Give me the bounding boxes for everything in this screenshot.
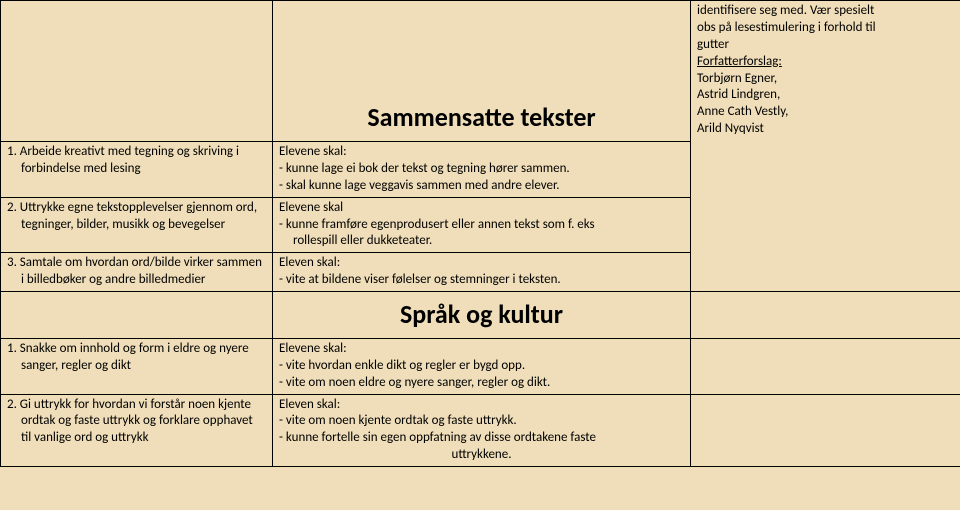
left-cell: 3. Samtale om hvordan ord/bilde virker s…: [1, 253, 273, 292]
criteria-item: - skal kunne lage veggavis sammen med an…: [279, 178, 684, 195]
mid-cell: Elevene skal: - vite hvordan enkle dikt …: [273, 338, 691, 394]
author: Anne Cath Vestly,: [697, 104, 954, 121]
mid-cell: Elevene skal - kunne framføre egenprodus…: [273, 197, 691, 253]
goal-text: i billedbøker og andre billedmedier: [7, 272, 266, 289]
criteria-item: - vite om noen eldre og nyere sanger, re…: [279, 375, 684, 392]
goal-text: til vanlige ord og uttrykk: [7, 430, 266, 447]
criteria-item: - vite at bildene viser følelser og stem…: [279, 272, 684, 289]
notes-line: obs på lesestimulering i forhold til: [697, 20, 954, 37]
criteria-item: - vite om noen kjente ordtak og faste ut…: [279, 413, 684, 430]
criteria-item: - kunne lage ei bok der tekst og tegning…: [279, 161, 684, 178]
goal-text: tegninger, bilder, musikk og bevegelser: [7, 217, 266, 234]
author: Arild Nyqvist: [697, 121, 954, 138]
notes-line: gutter: [697, 37, 954, 54]
table-row: 2. Gi uttrykk for hvordan vi forstår noe…: [1, 394, 960, 467]
criteria-item: uttrykkene.: [279, 447, 684, 464]
empty-cell: [691, 338, 960, 394]
table-row: Sammensatte tekster identifisere seg med…: [1, 1, 960, 142]
curriculum-table: Sammensatte tekster identifisere seg med…: [0, 0, 960, 467]
author: Torbjørn Egner,: [697, 71, 954, 88]
left-cell: 2. Uttrykke egne tekstopplevelser gjenno…: [1, 197, 273, 253]
left-cell: 1. Arbeide kreativt med tegning og skriv…: [1, 142, 273, 198]
left-cell: 1. Snakke om innhold og form i eldre og …: [1, 338, 273, 394]
goal-text: 3. Samtale om hvordan ord/bilde virker s…: [7, 255, 266, 272]
goal-text: 2. Uttrykke egne tekstopplevelser gjenno…: [7, 200, 266, 217]
notes-line: identifisere seg med. Vær spesielt: [697, 3, 954, 20]
goal-text: 1. Snakke om innhold og form i eldre og …: [7, 341, 266, 358]
mid-cell: Eleven skal: - vite om noen kjente ordta…: [273, 394, 691, 467]
table-row: Språk og kultur: [1, 292, 960, 339]
section-heading: Språk og kultur: [279, 294, 684, 336]
left-cell: 2. Gi uttrykk for hvordan vi forstår noe…: [1, 394, 273, 467]
empty-cell: [1, 292, 273, 339]
empty-cell: [691, 394, 960, 467]
section-heading-cell: Sammensatte tekster: [273, 1, 691, 142]
goal-text: sanger, regler og dikt: [7, 358, 266, 375]
mid-cell: Eleven skal: - vite at bildene viser føl…: [273, 253, 691, 292]
criteria-label: Elevene skal: [279, 200, 684, 217]
goal-text: 1. Arbeide kreativt med tegning og skriv…: [7, 144, 266, 161]
author: Astrid Lindgren,: [697, 87, 954, 104]
empty-cell: [1, 1, 273, 142]
criteria-item: - kunne fortelle sin egen oppfatning av …: [279, 430, 684, 447]
criteria-label: Eleven skal:: [279, 255, 684, 272]
mid-cell: Elevene skal: - kunne lage ei bok der te…: [273, 142, 691, 198]
criteria-label: Elevene skal:: [279, 341, 684, 358]
author-suggestion-label: Forfatterforslag:: [697, 54, 954, 71]
criteria-label: Eleven skal:: [279, 397, 684, 414]
table-row: 1. Snakke om innhold og form i eldre og …: [1, 338, 960, 394]
empty-cell: [691, 292, 960, 339]
criteria-item: rollespill eller dukketeater.: [279, 233, 684, 250]
right-notes-cell: identifisere seg med. Vær spesielt obs p…: [691, 1, 960, 292]
goal-text: ordtak og faste uttrykk og forklare opph…: [7, 413, 266, 430]
goal-text: 2. Gi uttrykk for hvordan vi forstår noe…: [7, 397, 266, 414]
section-heading-cell: Språk og kultur: [273, 292, 691, 339]
criteria-label: Elevene skal:: [279, 144, 684, 161]
criteria-item: - vite hvordan enkle dikt og regler er b…: [279, 358, 684, 375]
criteria-item: - kunne framføre egenprodusert eller ann…: [279, 217, 684, 234]
goal-text: forbindelse med lesing: [7, 161, 266, 178]
section-heading: Sammensatte tekster: [279, 97, 684, 139]
